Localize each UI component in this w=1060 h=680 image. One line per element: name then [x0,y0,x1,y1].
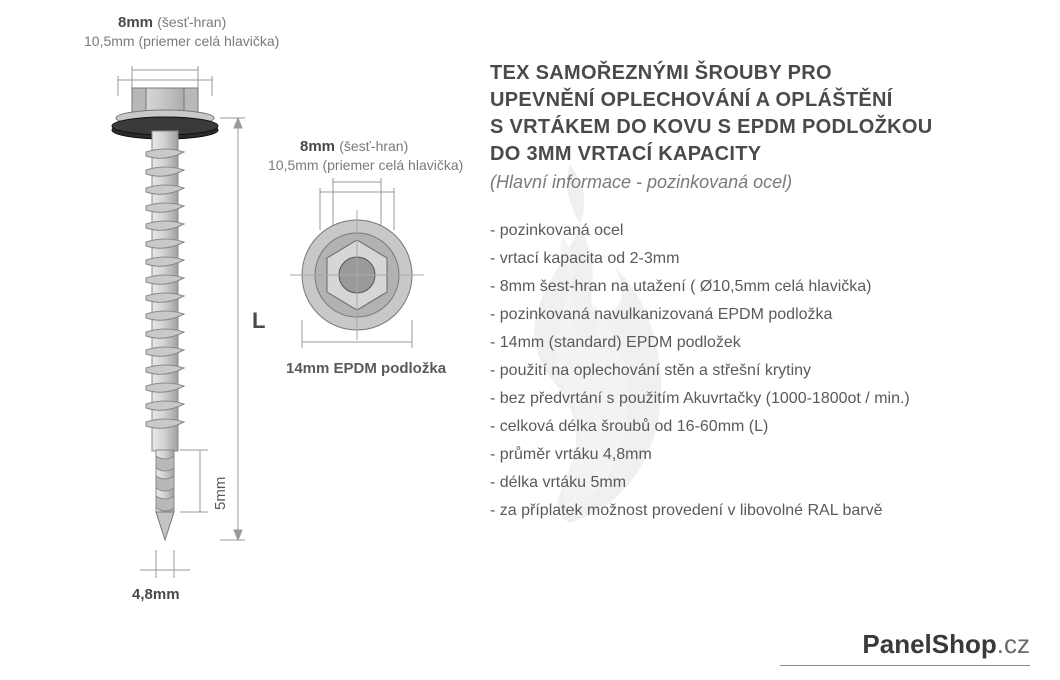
side-head-label: 8mm (šesť-hran) [118,14,226,31]
spec-item: - délka vrtáku 5mm [490,469,1030,497]
screw-top-view [280,170,450,390]
top-head-label: 8mm (šesť-hran) [300,138,408,155]
title-line: S VRTÁKEM DO KOVU S EPDM PODLOŽKOU [490,114,1030,141]
spec-item: - použití na oplechování stěn a střešní … [490,357,1030,385]
drill-length-label: 5mm [212,477,229,510]
spec-item: - 8mm šest-hran na utažení ( Ø10,5mm cel… [490,273,1030,301]
spec-item: - 14mm (standard) EPDM podložek [490,329,1030,357]
product-subtitle: (Hlavní informace - pozinkovaná ocel) [490,172,1030,193]
diagram-panel: 8mm (šesť-hran) 10,5mm (priemer celá hla… [0,0,480,680]
length-label: L [252,308,265,334]
brand-underline [780,665,1030,666]
screw-shaft [146,131,184,451]
text-panel: TEX SAMOŘEZNÝMI ŠROUBY PRO UPEVNĚNÍ OPLE… [480,0,1060,680]
spec-item: - za příplatek možnost provedení v libov… [490,497,1030,525]
root-container: 8mm (šesť-hran) 10,5mm (priemer celá hla… [0,0,1060,680]
title-line: DO 3MM VRTACÍ KAPACITY [490,141,1030,168]
spec-list: - pozinkovaná ocel - vrtací kapacita od … [490,217,1030,525]
title-line: TEX SAMOŘEZNÝMI ŠROUBY PRO [490,60,1030,87]
top-head-sublabel: 10,5mm (priemer celá hlavička) [268,157,463,173]
screw-drill-tip [156,450,174,540]
spec-item: - průměr vrtáku 4,8mm [490,441,1030,469]
washer-label: 14mm EPDM podložka [286,360,446,377]
spec-item: - celková délka šroubů od 16-60mm (L) [490,413,1030,441]
spec-item: - pozinkovaná ocel [490,217,1030,245]
spec-item: - pozinkovaná navulkanizovaná EPDM podlo… [490,301,1030,329]
drill-diameter-label: 4,8mm [132,586,180,603]
spec-item: - vrtací kapacita od 2-3mm [490,245,1030,273]
side-head-sublabel: 10,5mm (priemer celá hlavička) [84,33,279,49]
brand-logo: PanelShop.cz [862,629,1030,660]
spec-item: - bez předvrtání s použitím Akuvrtačky (… [490,385,1030,413]
product-title: TEX SAMOŘEZNÝMI ŠROUBY PRO UPEVNĚNÍ OPLE… [490,60,1030,168]
title-line: UPEVNĚNÍ OPLECHOVÁNÍ A OPLÁŠTĚNÍ [490,87,1030,114]
